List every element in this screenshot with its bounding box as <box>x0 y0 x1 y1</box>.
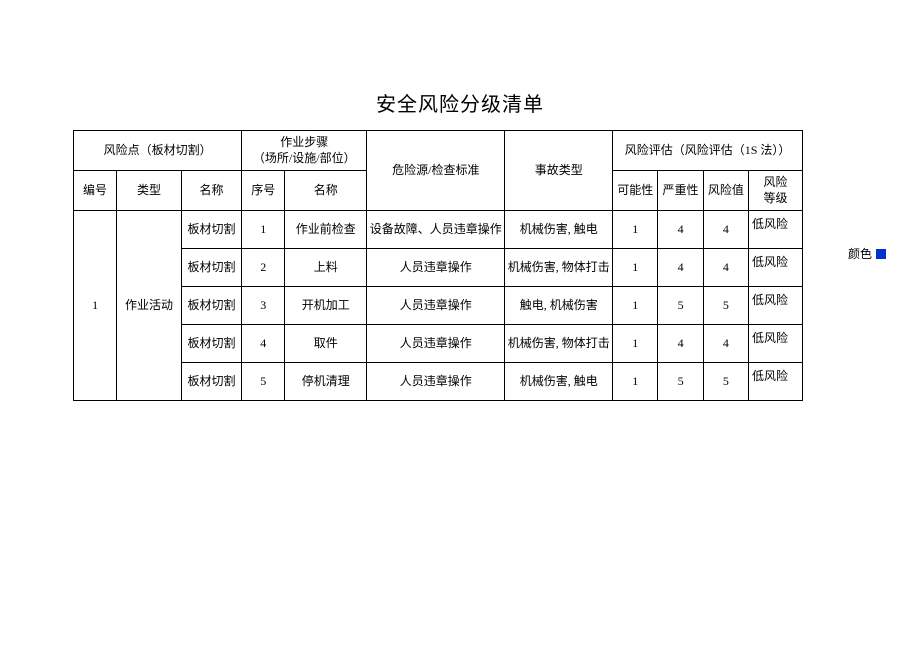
cell-accident: 机械伤害, 触电 <box>505 211 613 249</box>
table-row: 板材切割5停机清理人员违章操作机械伤害, 触电155低风险 <box>74 363 803 401</box>
cell-severity: 4 <box>658 249 703 287</box>
cell-severity: 4 <box>658 211 703 249</box>
color-legend-label: 颜色 <box>848 245 872 262</box>
header-number: 编号 <box>74 171 117 211</box>
header-risk-point: 风险点（板材切割） <box>74 131 242 171</box>
cell-name: 板材切割 <box>181 363 241 401</box>
cell-hazard: 人员违章操作 <box>367 363 505 401</box>
header-type: 类型 <box>117 171 182 211</box>
cell-step-name: 取件 <box>285 325 367 363</box>
cell-risk-value: 5 <box>703 287 748 325</box>
cell-step-name: 上料 <box>285 249 367 287</box>
header-risk-value: 风险值 <box>703 171 748 211</box>
cell-accident: 机械伤害, 物体打击 <box>505 249 613 287</box>
header-hazard: 危险源/检查标准 <box>367 131 505 211</box>
color-swatch <box>876 249 886 259</box>
cell-name: 板材切割 <box>181 211 241 249</box>
cell-risk-value: 5 <box>703 363 748 401</box>
cell-possibility: 1 <box>613 363 658 401</box>
cell-risk-level: 低风险 <box>748 249 802 287</box>
header-severity: 严重性 <box>658 171 703 211</box>
cell-risk-level: 低风险 <box>748 325 802 363</box>
cell-risk-value: 4 <box>703 325 748 363</box>
cell-severity: 5 <box>658 287 703 325</box>
cell-type: 作业活动 <box>117 211 182 401</box>
cell-risk-value: 4 <box>703 211 748 249</box>
cell-name: 板材切割 <box>181 287 241 325</box>
cell-accident: 触电, 机械伤害 <box>505 287 613 325</box>
cell-severity: 4 <box>658 325 703 363</box>
cell-accident: 机械伤害, 触电 <box>505 363 613 401</box>
cell-seq: 1 <box>242 211 285 249</box>
header-accident-type: 事故类型 <box>505 131 613 211</box>
cell-severity: 5 <box>658 363 703 401</box>
table-row: 板材切割4取件人员违章操作机械伤害, 物体打击144低风险 <box>74 325 803 363</box>
cell-seq: 2 <box>242 249 285 287</box>
cell-possibility: 1 <box>613 287 658 325</box>
risk-table-wrapper: 风险点（板材切割） 作业步骤（场所/设施/部位） 危险源/检查标准 事故类型 风… <box>73 130 803 401</box>
header-risk-eval: 风险评估（风险评估（1S 法）） <box>613 131 803 171</box>
table-row: 板材切割3开机加工人员违章操作触电, 机械伤害155低风险 <box>74 287 803 325</box>
table-row: 板材切割2上料人员违章操作机械伤害, 物体打击144低风险 <box>74 249 803 287</box>
table-row: 1作业活动板材切割1作业前检查设备故障、人员违章操作机械伤害, 触电144低风险 <box>74 211 803 249</box>
cell-hazard: 设备故障、人员违章操作 <box>367 211 505 249</box>
cell-step-name: 停机清理 <box>285 363 367 401</box>
header-name: 名称 <box>181 171 241 211</box>
cell-possibility: 1 <box>613 249 658 287</box>
risk-table: 风险点（板材切割） 作业步骤（场所/设施/部位） 危险源/检查标准 事故类型 风… <box>73 130 803 401</box>
cell-seq: 4 <box>242 325 285 363</box>
cell-name: 板材切割 <box>181 249 241 287</box>
cell-seq: 5 <box>242 363 285 401</box>
cell-risk-level: 低风险 <box>748 287 802 325</box>
cell-risk-level: 低风险 <box>748 363 802 401</box>
cell-step-name: 开机加工 <box>285 287 367 325</box>
header-work-steps: 作业步骤（场所/设施/部位） <box>242 131 367 171</box>
cell-possibility: 1 <box>613 325 658 363</box>
header-risk-level: 风险等级 <box>748 171 802 211</box>
cell-seq: 3 <box>242 287 285 325</box>
cell-number: 1 <box>74 211 117 401</box>
cell-hazard: 人员违章操作 <box>367 287 505 325</box>
page-title: 安全风险分级清单 <box>0 0 920 129</box>
cell-name: 板材切割 <box>181 325 241 363</box>
cell-possibility: 1 <box>613 211 658 249</box>
cell-hazard: 人员违章操作 <box>367 249 505 287</box>
cell-risk-value: 4 <box>703 249 748 287</box>
header-possibility: 可能性 <box>613 171 658 211</box>
cell-risk-level: 低风险 <box>748 211 802 249</box>
header-seq: 序号 <box>242 171 285 211</box>
color-legend: 颜色 <box>848 245 886 262</box>
cell-hazard: 人员违章操作 <box>367 325 505 363</box>
cell-accident: 机械伤害, 物体打击 <box>505 325 613 363</box>
cell-step-name: 作业前检查 <box>285 211 367 249</box>
header-step-name: 名称 <box>285 171 367 211</box>
